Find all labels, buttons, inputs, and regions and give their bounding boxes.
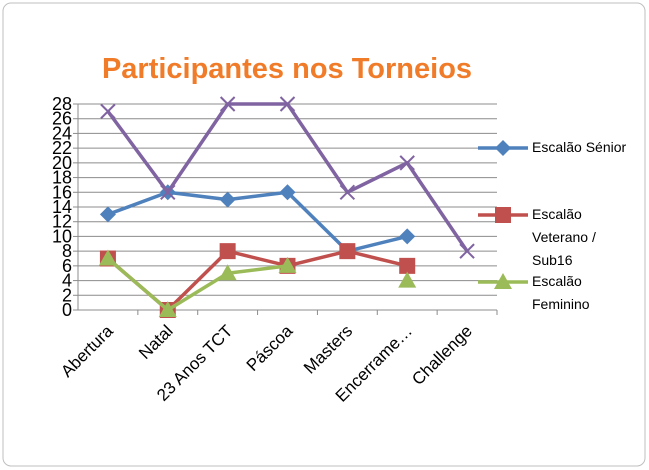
y-tick-label: 8 — [62, 241, 72, 261]
y-tick-label: 28 — [52, 94, 72, 114]
y-tick-label: 20 — [52, 153, 72, 173]
y-tick-label: 4 — [62, 271, 72, 291]
point-marker — [459, 243, 475, 259]
point-marker — [278, 256, 297, 273]
y-tick-label: 12 — [52, 212, 72, 232]
legend-label: Escalão Sénior — [532, 139, 627, 155]
chart-title: Participantes nos Torneios — [102, 53, 472, 85]
point-marker — [339, 243, 356, 260]
y-tick-label: 22 — [52, 138, 72, 158]
point-marker — [339, 184, 356, 200]
legend-marker — [494, 273, 512, 289]
legend-marker — [495, 140, 511, 156]
point-marker — [158, 301, 177, 317]
point-marker — [100, 103, 116, 120]
y-tick-label: 6 — [62, 256, 72, 276]
point-marker — [399, 257, 416, 274]
point-marker — [99, 206, 116, 223]
y-tick-label: 18 — [52, 168, 72, 188]
point-marker — [218, 264, 237, 281]
point-marker — [279, 96, 296, 112]
point-marker — [399, 155, 415, 171]
point-marker — [399, 228, 416, 245]
series-line — [107, 190, 408, 253]
y-tick-label: 10 — [52, 226, 72, 246]
point-marker — [160, 184, 176, 200]
legend-label: Escalão Feminino — [532, 273, 590, 312]
point-marker — [98, 249, 117, 266]
point-marker — [279, 184, 296, 201]
series-line — [106, 257, 288, 312]
y-tick-label: 26 — [52, 109, 72, 129]
y-tick-label: 0 — [62, 300, 72, 320]
legend-marker — [495, 207, 511, 223]
y-tick-label: 24 — [52, 123, 72, 143]
point-marker — [219, 191, 236, 208]
y-tick-label: 16 — [52, 182, 72, 202]
point-marker — [219, 243, 236, 260]
point-marker — [219, 96, 236, 112]
point-marker — [398, 271, 417, 288]
legend-label: Escalão Veterano / Sub16 — [532, 206, 596, 268]
y-tick-label: 2 — [62, 285, 72, 305]
y-tick-label: 14 — [52, 197, 72, 217]
